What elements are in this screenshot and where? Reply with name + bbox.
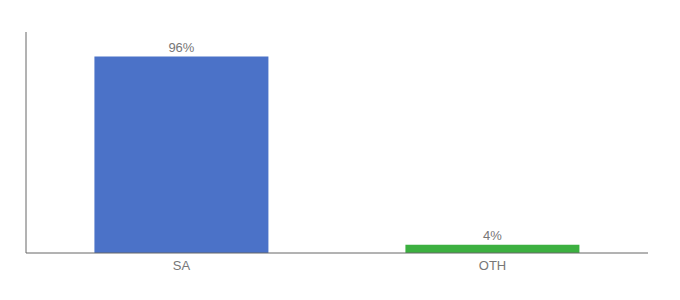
svg-text:OTH: OTH (479, 258, 506, 273)
svg-text:96%: 96% (168, 40, 194, 55)
svg-text:SA: SA (173, 258, 191, 273)
svg-text:4%: 4% (483, 228, 502, 243)
